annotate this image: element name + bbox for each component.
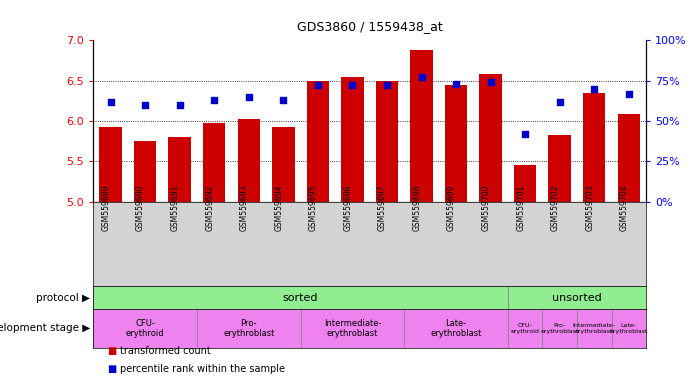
Point [451,81,462,87]
Point [347,83,358,89]
Bar [100,127,122,202]
Bar [404,309,508,348]
Text: development stage ▶: development stage ▶ [0,323,90,333]
Text: GSM559702: GSM559702 [551,184,560,231]
Bar [272,127,294,202]
Bar [134,141,156,202]
Text: Late-
erythroblast: Late- erythroblast [609,323,648,334]
Text: CFU-
erythroid: CFU- erythroid [126,319,164,338]
Text: GSM559691: GSM559691 [171,184,180,231]
Text: GSM559696: GSM559696 [343,184,352,231]
Text: Intermediate-
erythroblast: Intermediate- erythroblast [323,319,381,338]
Bar [203,123,225,202]
Point [278,97,289,103]
Text: GSM559695: GSM559695 [309,184,318,231]
Bar [514,164,536,202]
Text: protocol ▶: protocol ▶ [36,293,90,303]
Bar [341,77,363,202]
Text: Late-
erythroblast: Late- erythroblast [430,319,482,338]
Bar [618,114,640,202]
Text: Pro-
erythroblast: Pro- erythroblast [540,323,579,334]
Point [140,102,151,108]
Bar [301,309,404,348]
Point [485,79,496,85]
Bar [93,309,197,348]
Bar [508,286,646,309]
Point [416,74,427,81]
Text: GSM559697: GSM559697 [378,184,387,231]
Bar [169,137,191,202]
Bar [410,50,433,202]
Bar [577,309,612,348]
Text: GSM559698: GSM559698 [413,184,422,231]
Bar [238,119,260,202]
Bar [508,309,542,348]
Text: GSM559703: GSM559703 [585,184,594,231]
Bar [542,309,577,348]
Bar [583,93,605,202]
Point [312,83,323,89]
Text: transformed count: transformed count [120,346,210,356]
Bar [445,86,467,202]
Point [209,97,220,103]
Text: CFU-
erythroid: CFU- erythroid [511,323,540,334]
Text: GSM559692: GSM559692 [205,184,214,231]
Text: percentile rank within the sample: percentile rank within the sample [120,364,285,374]
Text: ■: ■ [107,364,116,374]
Text: GSM559694: GSM559694 [274,184,283,231]
Text: GSM559700: GSM559700 [482,184,491,231]
Point [381,83,392,89]
Text: GSM559704: GSM559704 [620,184,629,231]
Bar [549,136,571,202]
Point [174,102,185,108]
Bar [376,81,398,202]
Text: GDS3860 / 1559438_at: GDS3860 / 1559438_at [297,20,442,33]
Bar [93,286,508,309]
Bar [307,81,329,202]
Bar [480,74,502,202]
Text: Intermediate-
erythroblast: Intermediate- erythroblast [573,323,616,334]
Text: ■: ■ [107,346,116,356]
Point [105,99,116,105]
Text: GSM559690: GSM559690 [136,184,145,231]
Text: unsorted: unsorted [552,293,602,303]
Text: sorted: sorted [283,293,319,303]
Text: GSM559699: GSM559699 [447,184,456,231]
Bar [197,309,301,348]
Text: Pro-
erythroblast: Pro- erythroblast [223,319,274,338]
Text: GSM559693: GSM559693 [240,184,249,231]
Point [589,86,600,92]
Text: GSM559689: GSM559689 [102,184,111,231]
Text: GSM559701: GSM559701 [516,184,525,231]
Bar [612,309,646,348]
Point [243,94,254,100]
Point [520,131,531,137]
Point [554,99,565,105]
Point [623,91,634,97]
